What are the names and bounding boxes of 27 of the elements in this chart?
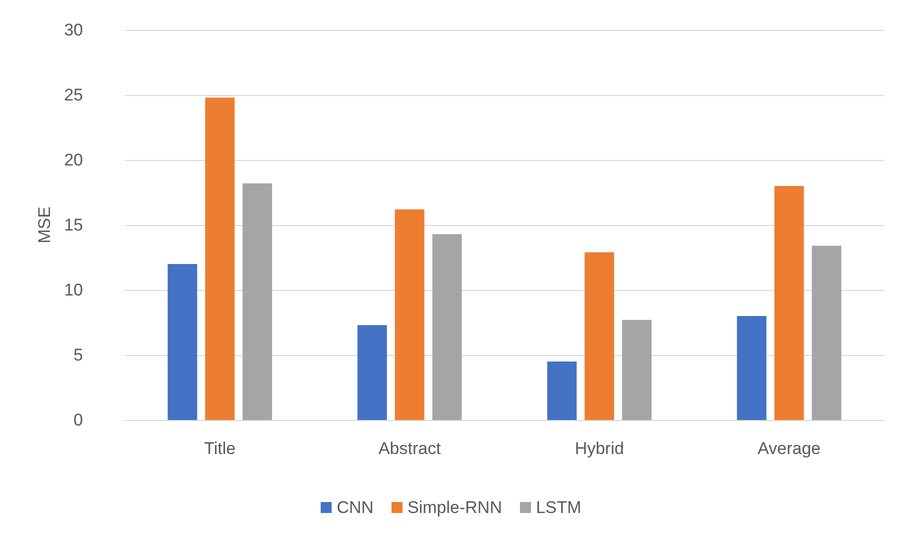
bar [394, 209, 424, 420]
bar [432, 234, 462, 420]
y-tick-label: 0 [74, 410, 83, 430]
bar [622, 320, 652, 420]
bar [774, 186, 804, 420]
bar [584, 252, 614, 420]
bar [168, 264, 198, 420]
y-tick-label: 20 [64, 150, 83, 170]
legend-label: LSTM [536, 498, 582, 517]
y-tick-label: 30 [64, 20, 83, 40]
bar [242, 183, 272, 420]
bar [547, 362, 577, 420]
x-tick-label: Title [204, 439, 236, 458]
y-tick-label: 5 [74, 346, 83, 364]
bar [205, 98, 235, 420]
bar [357, 325, 387, 420]
y-tick-label: 25 [64, 86, 83, 104]
x-tick-label: Abstract [378, 439, 442, 458]
x-tick-label: Hybrid [574, 439, 624, 458]
y-tick-label: 10 [64, 280, 83, 300]
y-axis-title: MSE [35, 206, 54, 244]
legend-label: CNN [336, 498, 374, 517]
legend-label: Simple-RNN [408, 498, 502, 517]
bar [812, 246, 842, 420]
y-tick-label: 15 [64, 216, 83, 234]
bar [736, 316, 766, 420]
x-tick-label: Average [758, 439, 821, 458]
